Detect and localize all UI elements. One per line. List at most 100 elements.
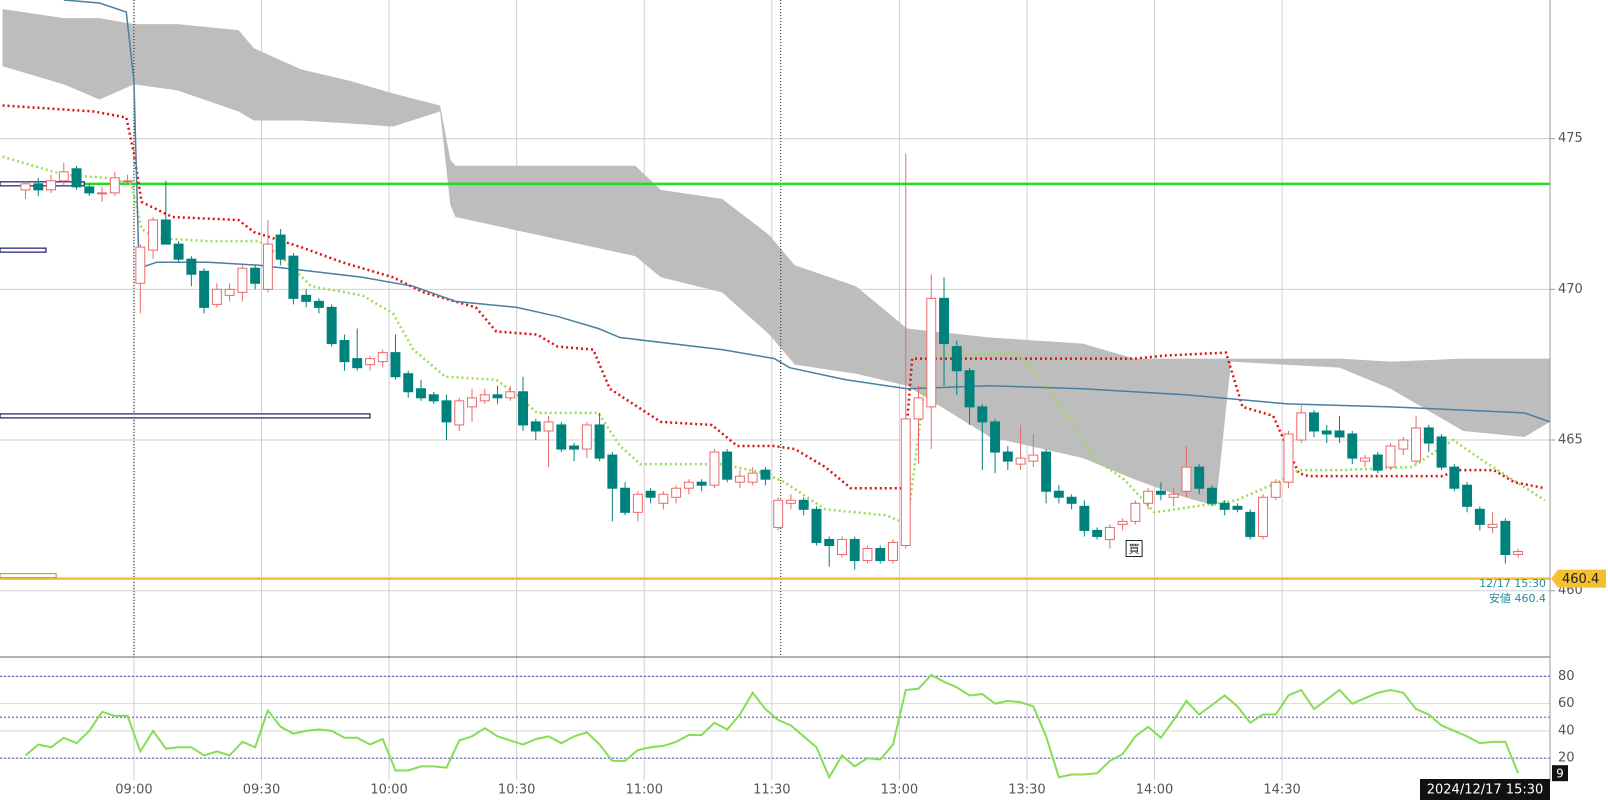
candle-body [1296, 412, 1307, 441]
candle-body [262, 243, 273, 290]
oscillator-panel [0, 673, 1550, 780]
x-tick-label: 10:30 [498, 783, 535, 798]
candle-body [1168, 493, 1179, 498]
candle-body [607, 454, 618, 489]
candle-body [454, 400, 465, 426]
candle-body [773, 499, 784, 528]
osc-tick-label: 40 [1558, 723, 1575, 738]
candle-body [288, 255, 299, 299]
signal-text: 買 [1129, 543, 1140, 556]
candle-body [518, 391, 529, 426]
candle-body [46, 180, 56, 191]
signal-box [1125, 540, 1143, 558]
candle-body [1283, 433, 1294, 483]
candle-body [275, 234, 286, 260]
candle-body [441, 400, 452, 423]
candle-body [849, 538, 860, 562]
main-panel: 買 [0, 0, 1550, 657]
candle-body [900, 418, 911, 546]
candle-body [875, 548, 886, 562]
grid [0, 0, 1550, 780]
candle-body [594, 424, 605, 459]
candle-body [811, 508, 822, 543]
candle-body [403, 373, 414, 393]
osc-tick-label: 80 [1558, 669, 1575, 684]
low-note: 安値 460.4 [1489, 591, 1546, 605]
candle-body [1245, 511, 1256, 537]
candle-body [339, 340, 350, 363]
candle-body [390, 352, 401, 378]
candle-body [33, 183, 44, 191]
y-tick-label: 475 [1558, 131, 1583, 146]
candle-body [1347, 433, 1358, 459]
candle-body [1079, 505, 1090, 531]
candle-body [71, 168, 82, 188]
candle-body [109, 177, 120, 194]
candle-body [785, 499, 796, 504]
candle-body [20, 183, 31, 191]
candle-body [671, 487, 682, 498]
candle-body [913, 397, 924, 420]
candle-body [250, 267, 261, 284]
candle-body [951, 346, 962, 372]
candle-body [1360, 457, 1370, 462]
x-tick-label: 09:30 [243, 783, 280, 798]
candle-body [160, 219, 171, 245]
candle-body [1321, 430, 1332, 435]
candle-body [658, 493, 669, 504]
candle-body [581, 424, 592, 450]
candle-body [377, 352, 388, 363]
indicator-line [2, 155, 1546, 527]
candle-body [1155, 490, 1166, 495]
candle-body [1398, 439, 1409, 450]
candle-body [58, 171, 69, 182]
candle-body [1385, 445, 1396, 468]
candle-body [122, 180, 133, 183]
candle-body [1092, 529, 1103, 537]
candle-body [135, 246, 146, 284]
candle-body [543, 421, 554, 432]
candle-body [747, 472, 758, 483]
indicator-line [63, 0, 1550, 423]
candle-body [964, 370, 975, 408]
x-tick-label: 10:00 [370, 783, 407, 798]
candle-body [1066, 496, 1077, 504]
candle-body [1028, 454, 1039, 462]
candle-body [467, 397, 477, 408]
candle-body [199, 270, 210, 308]
candle-body [569, 445, 580, 450]
cursor-time: 2024/12/17 15:30 [1427, 783, 1544, 798]
candle-body [888, 541, 898, 562]
candle-body [492, 394, 503, 399]
osc-value-box [1552, 765, 1568, 782]
candle-body [734, 475, 745, 483]
y-tick-label: 470 [1558, 282, 1583, 297]
candle-body [1487, 523, 1498, 528]
y-tick-label: 465 [1558, 433, 1583, 448]
candle-body [326, 306, 337, 345]
candle-body [186, 258, 197, 275]
candle-body [1257, 496, 1268, 537]
candle-body [1104, 526, 1115, 540]
candle-body [760, 469, 771, 480]
candle-body [1181, 466, 1192, 492]
candle-body [479, 394, 490, 402]
price-label-bg [1551, 569, 1606, 588]
candle-body [1143, 490, 1154, 504]
x-tick-label: 11:30 [753, 783, 790, 798]
candle-body [1334, 430, 1345, 438]
candle-body [352, 358, 363, 369]
price-label: 460.4 [1562, 572, 1599, 587]
candle-body [1002, 451, 1013, 462]
ichimoku-cloud [2, 9, 1550, 507]
candle-body [1474, 508, 1485, 525]
candle-body [301, 294, 312, 302]
candle-body [1500, 520, 1511, 556]
level-segment [0, 573, 57, 579]
candle-body [173, 243, 184, 260]
candle-body [148, 219, 159, 251]
candle-body [1117, 520, 1128, 525]
candle-body [505, 391, 516, 399]
